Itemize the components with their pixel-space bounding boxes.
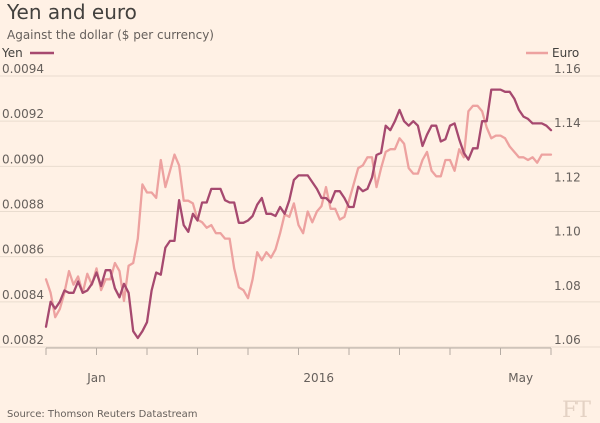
gridlines xyxy=(0,75,600,348)
series-lines xyxy=(44,88,553,340)
legend-label-euro: Euro xyxy=(552,46,579,60)
source-note: Source: Thomson Reuters Datastream xyxy=(7,409,198,420)
left-tick-label: 0.0094 xyxy=(2,62,44,76)
left-tick-label: 0.0088 xyxy=(2,198,44,212)
left-tick-label: 0.0092 xyxy=(2,107,44,121)
left-tick-label: 0.0090 xyxy=(2,152,44,166)
ft-logo: FT xyxy=(562,398,591,423)
x-tick-label: Jan xyxy=(86,371,106,385)
x-tick-label: May xyxy=(508,371,533,385)
right-tick-label: 1.14 xyxy=(554,116,581,130)
x-tick-label: 2016 xyxy=(303,371,334,385)
right-tick-label: 1.06 xyxy=(554,333,581,347)
left-tick-label: 0.0082 xyxy=(2,333,44,347)
right-tick-label: 1.12 xyxy=(554,170,581,184)
series-line-yen xyxy=(44,88,553,340)
series-line-euro xyxy=(44,104,553,319)
legend-label-yen: Yen xyxy=(1,46,23,60)
chart-subtitle: Against the dollar ($ per currency) xyxy=(7,28,214,42)
left-tick-label: 0.0084 xyxy=(2,288,44,302)
left-tick-label: 0.0086 xyxy=(2,243,44,257)
axis-ticks: 0.0082 0.0084 0.0086 0.0088 0.0090 0.0092 0.00… xyxy=(2,62,581,385)
right-tick-label: 1.16 xyxy=(554,62,581,76)
chart-title: Yen and euro xyxy=(7,0,137,24)
right-tick-label: 1.10 xyxy=(554,225,581,239)
legend: Yen Euro xyxy=(1,46,579,60)
right-tick-label: 1.08 xyxy=(554,279,581,293)
